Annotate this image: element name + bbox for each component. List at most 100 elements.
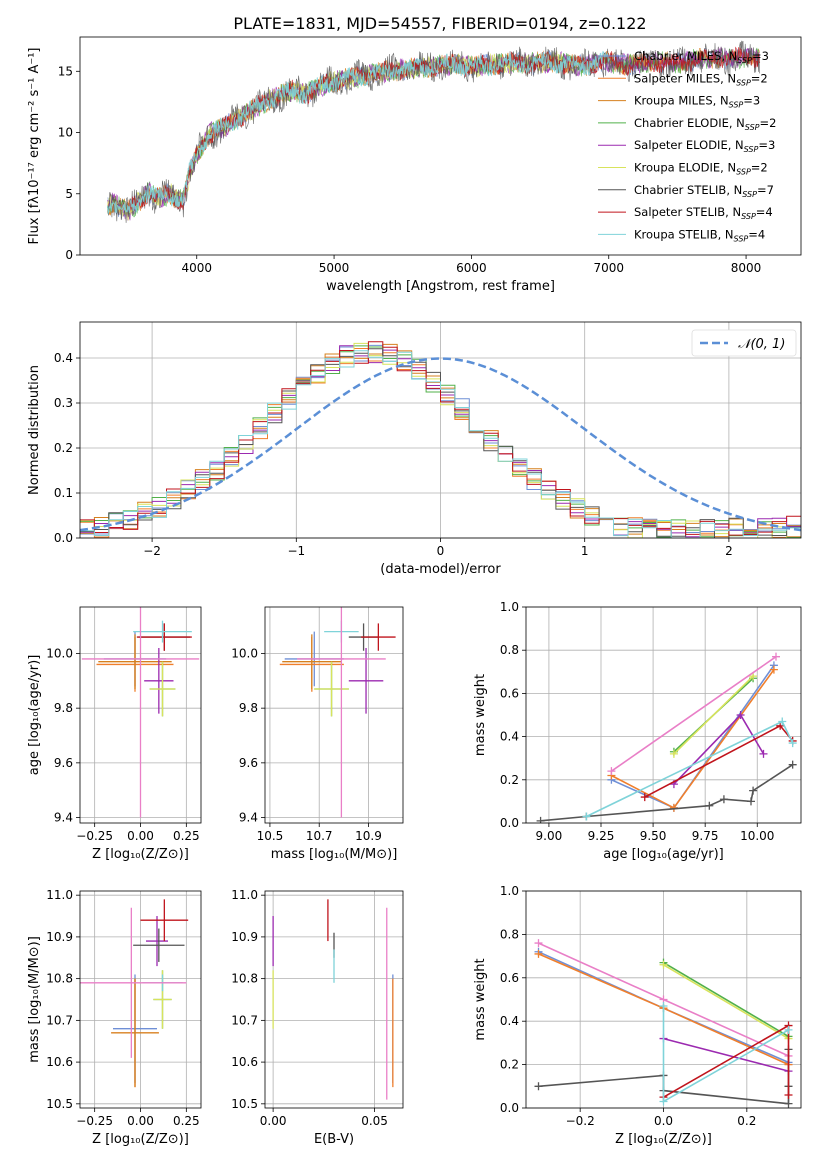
legend-label-count: =4: [748, 227, 765, 241]
y-tick-label: 5: [65, 187, 73, 201]
data-point-marker: [772, 652, 780, 661]
data-point-marker: [784, 1090, 793, 1099]
histogram-step-kroupa-stelib: [80, 350, 801, 538]
y-tick-label: 0.4: [500, 1014, 519, 1028]
spectrum-line-salpeter-stelib: [127, 46, 761, 212]
y-tick-label: 10.0: [46, 646, 73, 660]
panel-mass_weight_vs_age: 9.00 9.25 9.50 9.75 10.00 0.0 0.2 0.4 0.6 0.8 1.0 a…: [473, 600, 802, 862]
legend-label-count: =2: [760, 116, 777, 130]
legend-label-subscript: SSP: [736, 78, 751, 87]
y-tick-label: 10.6: [46, 1055, 73, 1069]
y-tick-label: 10.8: [46, 972, 73, 986]
mass-weight-line: [610, 656, 777, 772]
x-tick-label: 9.75: [692, 829, 719, 843]
panel-age_vs_mass: 10.5 10.7 10.9 9.4 9.6 9.8 10.0 mass [log₁₀(M/M…: [231, 606, 404, 862]
x-tick-label: 0: [437, 544, 445, 558]
data-point-marker: [769, 665, 778, 674]
y-tick-label: 0.1: [54, 486, 73, 500]
x-tick-label: 2: [725, 544, 733, 558]
plot-frame: [79, 606, 202, 824]
y-tick-label: 0.4: [500, 730, 519, 744]
y-tick-label: 10.8: [231, 972, 258, 986]
x-tick-label: 0.25: [173, 829, 200, 843]
x-tick-label: −0.2: [566, 1114, 595, 1128]
data-point-marker: [534, 1082, 543, 1091]
x-tick-label: 0.0: [654, 1114, 673, 1128]
x-tick-label: −0.25: [76, 1114, 113, 1128]
x-tick-label: 10.5: [257, 829, 284, 843]
x-tick-label: −1: [287, 544, 305, 558]
y-tick-label: 9.6: [239, 756, 258, 770]
mass-weight-line: [673, 675, 754, 755]
legend-label-subscript: SSP: [742, 190, 757, 199]
panel-mass_vs_Z: −0.25 0.00 0.25 10.5 10.6 10.7 10.8 10.9 11.0 Z […: [27, 888, 202, 1147]
axes-mass_vs_ebv: 0.00 0.05 10.5 10.6 10.7 10.8 10.9 11.0 E(B-V): [231, 888, 404, 1147]
axes-mass_weight_vs_Z: −0.2 0.0 0.2 0.0 0.2 0.4 0.6 0.8 1.0 Z [log₁₀(Z/Z…: [473, 884, 802, 1147]
y-tick-label: 1.0: [500, 884, 519, 898]
x-axis-label: E(B-V): [314, 1132, 354, 1147]
normal-curve: [80, 357, 801, 532]
y-tick-label: 10.5: [46, 1097, 73, 1111]
legend-label-count: =3: [743, 94, 760, 108]
data-point-marker: [736, 711, 745, 719]
x-tick-label: 9.00: [536, 829, 563, 843]
x-tick-label: 1: [581, 544, 589, 558]
legend-label-count: =3: [752, 49, 769, 63]
marks-residuals: [80, 341, 801, 538]
data-point-marker: [747, 797, 755, 806]
data-point-marker: [784, 1099, 793, 1108]
x-axis-label: wavelength [Angstrom, rest frame]: [326, 279, 555, 294]
y-tick-label: 15: [58, 64, 73, 78]
y-tick-label: 11.0: [46, 888, 73, 902]
y-axis-label: Normed distribution: [27, 365, 42, 495]
y-tick-label: 0.3: [54, 396, 73, 410]
y-tick-label: 0.0: [500, 1101, 519, 1115]
x-tick-label: 0.25: [173, 1114, 200, 1128]
plot-frame: [264, 606, 404, 824]
y-tick-label: 0.6: [500, 971, 519, 985]
x-tick-label: 5000: [319, 261, 350, 275]
data-point-marker: [534, 939, 543, 948]
data-point-marker: [659, 1097, 668, 1106]
marks-age_vs_mass: [279, 607, 396, 818]
y-tick-label: 0.2: [500, 1058, 519, 1072]
legend-label-text: Salpeter ELODIE, N: [634, 138, 744, 152]
panel-spectrum: 4000 5000 6000 7000 8000 0 5 10 15 wavelength [An…: [27, 36, 802, 294]
legend-label: Chabrier ELODIE, NSSP=2: [634, 116, 776, 132]
data-point-marker: [534, 949, 543, 958]
legend-label-text: Chabrier STELIB, N: [634, 183, 742, 197]
legend-label-text: Kroupa STELIB, N: [634, 227, 734, 241]
y-axis-label: mass [log₁₀(M/M⊙)]: [27, 936, 42, 1063]
axes-mass_vs_Z: −0.25 0.00 0.25 10.5 10.6 10.7 10.8 10.9 11.0 Z […: [27, 888, 202, 1147]
y-tick-label: 9.8: [239, 701, 258, 715]
y-tick-label: 10.0: [231, 646, 258, 660]
spectrum-line-kroupa-stelib: [107, 50, 609, 215]
x-axis-label: (data-model)/error: [380, 562, 501, 577]
plot-frame: [79, 321, 802, 539]
legend-label: Chabrier MILES, NSSP=3: [634, 49, 769, 65]
marks-mass_weight_vs_Z: [534, 939, 793, 1108]
y-tick-label: 9.6: [54, 756, 73, 770]
y-tick-label: 0.2: [500, 773, 519, 787]
marks-age_vs_Z: [81, 607, 200, 818]
data-point-marker: [582, 812, 591, 821]
legend-label-subscript: SSP: [737, 56, 752, 65]
y-tick-label: 10.5: [231, 1097, 258, 1111]
grid-age_vs_mass: [265, 607, 403, 823]
legend-label-subscript: SSP: [744, 145, 759, 154]
legend-label: Kroupa STELIB, NSSP=4: [634, 227, 765, 243]
data-point-marker: [659, 960, 668, 969]
plot-frame: [79, 890, 202, 1109]
data-point-marker: [659, 1002, 668, 1011]
y-tick-label: 0.8: [500, 927, 519, 941]
legend-label: Chabrier STELIB, NSSP=7: [634, 183, 774, 199]
plot-frame: [264, 890, 404, 1109]
data-point-marker: [749, 786, 758, 795]
mass-weight-line: [663, 964, 789, 1040]
y-tick-label: 10.7: [46, 1013, 73, 1027]
legend-label-count: =3: [758, 138, 775, 152]
y-tick-label: 0.6: [500, 686, 519, 700]
legend-label: Salpeter ELODIE, NSSP=3: [634, 138, 775, 154]
